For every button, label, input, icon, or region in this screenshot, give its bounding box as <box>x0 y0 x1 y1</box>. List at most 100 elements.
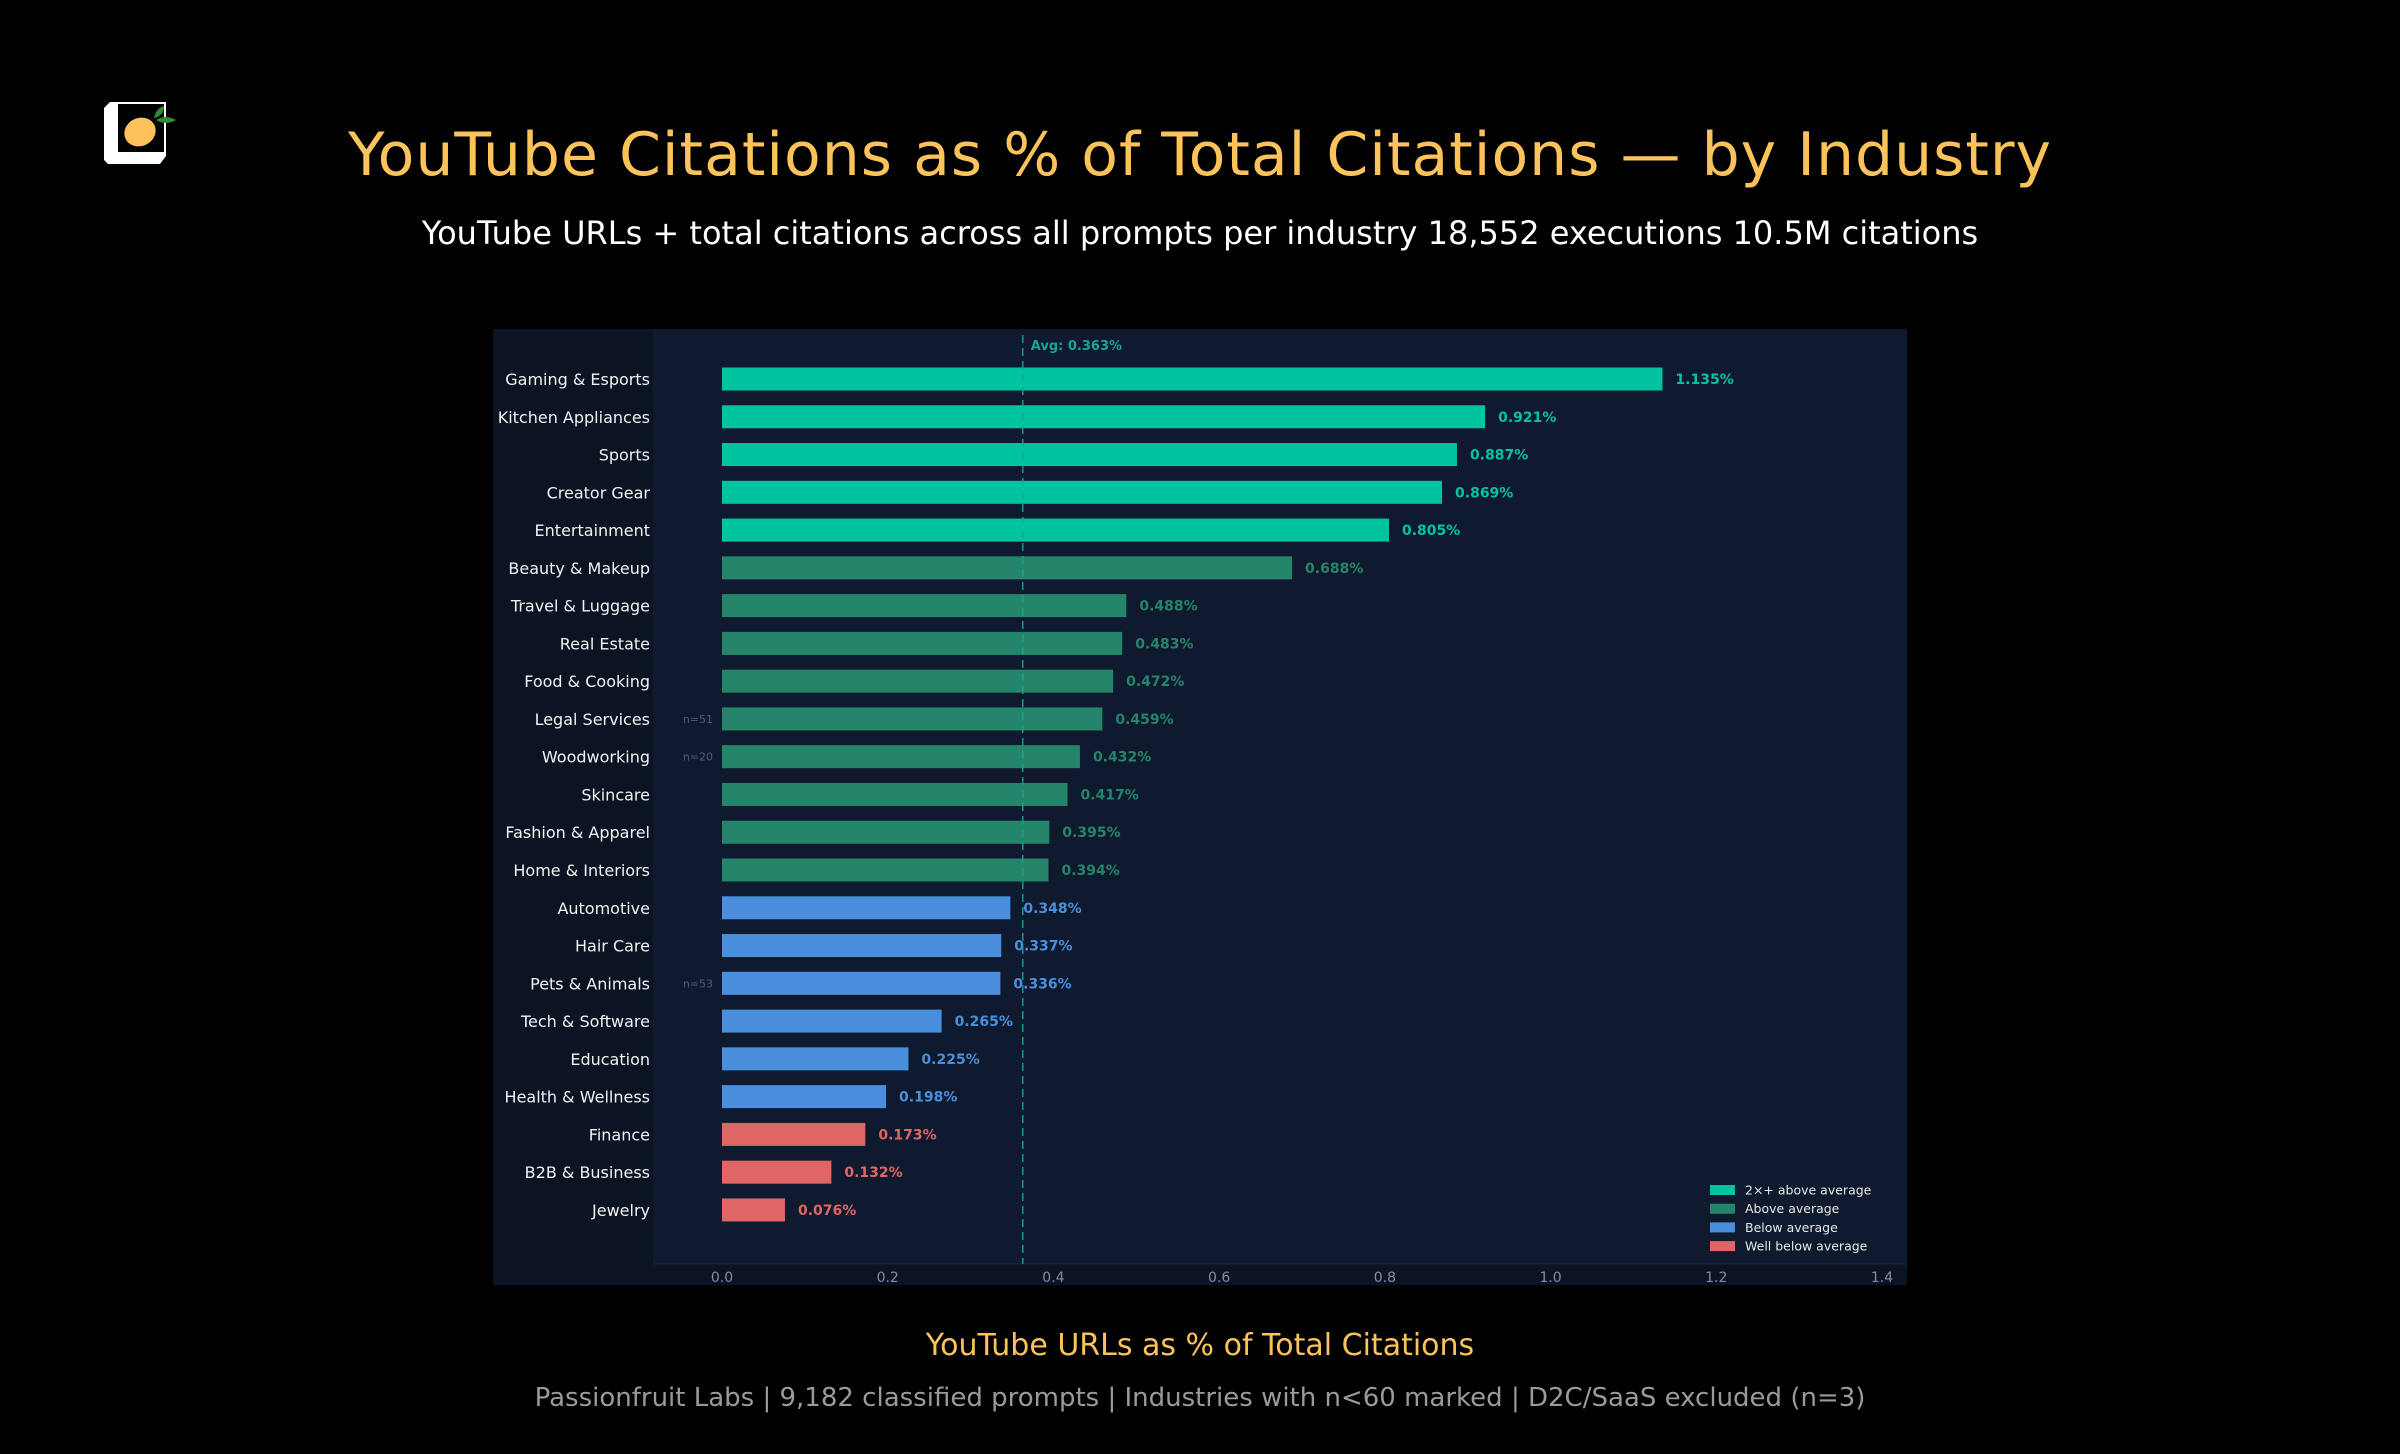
category-label: Travel & Luggage <box>510 597 650 616</box>
x-axis-title: YouTube URLs as % of Total Citations <box>925 1328 1475 1363</box>
bar <box>722 367 1663 391</box>
value-label: 0.688% <box>1305 561 1363 577</box>
bar <box>722 971 1001 995</box>
bar <box>722 556 1293 580</box>
category-label: Kitchen Appliances <box>498 408 650 427</box>
x-tick-label: 0.0 <box>711 1270 733 1285</box>
category-label: Woodworking <box>542 748 650 767</box>
x-tick-labels: 0.0 0.2 0.4 0.6 0.8 1.0 1.2 1.4 <box>711 1270 1893 1285</box>
value-label: 0.921% <box>1498 410 1556 426</box>
value-label: 1.135% <box>1675 372 1733 388</box>
value-label: 0.417% <box>1081 787 1139 803</box>
category-label: Sports <box>599 446 650 465</box>
chart-panel: Gaming & Esports Kitchen Appliances Sports… <box>493 329 1907 1285</box>
category-label: Pets & Animals <box>530 974 650 993</box>
bar <box>722 669 1114 693</box>
legend-label: 2×+ above average <box>1745 1183 1872 1198</box>
value-label: 0.336% <box>1013 976 1071 992</box>
category-label: Legal Services <box>535 710 650 729</box>
bar <box>722 934 1002 958</box>
value-label: 0.394% <box>1061 863 1119 879</box>
bar <box>722 405 1486 429</box>
average-label: Avg: 0.363% <box>1031 339 1122 354</box>
category-labels: Gaming & Esports Kitchen Appliances Sports… <box>498 370 651 1220</box>
bar <box>722 443 1457 467</box>
value-label: 0.076% <box>798 1203 856 1219</box>
value-label: 0.225% <box>921 1052 979 1068</box>
category-label: Food & Cooking <box>524 672 650 691</box>
value-labels: 1.135% 0.921% 0.887% 0.869% 0.805% 0.688% 0.48… <box>798 372 1734 1219</box>
bar <box>722 1122 866 1146</box>
category-label: Health & Wellness <box>505 1088 650 1107</box>
value-label: 0.459% <box>1115 712 1173 728</box>
category-label: Jewelry <box>591 1201 650 1220</box>
x-tick-label: 1.2 <box>1705 1270 1727 1285</box>
legend-swatch <box>1710 1241 1735 1252</box>
sample-size-label: n=51 <box>683 713 713 726</box>
value-label: 0.887% <box>1470 448 1528 464</box>
category-label: Gaming & Esports <box>505 370 650 389</box>
legend-label: Above average <box>1745 1201 1840 1216</box>
bar <box>722 858 1049 882</box>
category-label: Real Estate <box>560 634 650 653</box>
value-label: 0.483% <box>1135 636 1193 652</box>
value-label: 0.173% <box>878 1127 936 1143</box>
x-tick-label: 0.2 <box>877 1270 899 1285</box>
category-label: Entertainment <box>535 521 650 540</box>
bar <box>722 1160 832 1184</box>
legend: 2×+ above average Above average Below aver… <box>1710 1183 1872 1254</box>
bar <box>722 820 1050 844</box>
bar <box>722 594 1127 618</box>
bar <box>722 1009 942 1033</box>
value-label: 0.337% <box>1014 939 1072 955</box>
page-title: YouTube Citations as % of Total Citation… <box>347 120 2053 190</box>
category-label: Beauty & Makeup <box>508 559 650 578</box>
sample-size-label: n=20 <box>683 751 713 764</box>
value-label: 0.869% <box>1455 485 1513 501</box>
bar <box>722 1085 887 1109</box>
value-label: 0.472% <box>1126 674 1184 690</box>
value-label: 0.198% <box>899 1090 957 1106</box>
bar <box>722 707 1103 731</box>
page-subtitle: YouTube URLs + total citations across al… <box>421 214 1979 252</box>
category-label: Creator Gear <box>547 483 651 502</box>
category-label: Finance <box>589 1125 650 1144</box>
passionfruit-logo <box>104 98 180 168</box>
value-label: 0.395% <box>1062 825 1120 841</box>
bar <box>722 480 1443 504</box>
bar <box>722 631 1123 655</box>
value-label: 0.132% <box>844 1165 902 1181</box>
legend-label: Below average <box>1745 1220 1838 1235</box>
legend-swatch <box>1710 1222 1735 1233</box>
bar <box>722 896 1011 920</box>
x-tick-label: 1.0 <box>1539 1270 1561 1285</box>
sample-size-label: n=53 <box>683 977 713 990</box>
bar <box>722 1198 785 1222</box>
bars-group <box>722 367 1663 1222</box>
legend-swatch <box>1710 1203 1735 1214</box>
bar-chart: Gaming & Esports Kitchen Appliances Sports… <box>498 329 1907 1285</box>
legend-label: Well below average <box>1745 1239 1868 1254</box>
category-label: B2B & Business <box>525 1163 650 1182</box>
value-label: 0.348% <box>1023 901 1081 917</box>
x-tick-label: 0.4 <box>1042 1270 1064 1285</box>
bar <box>722 745 1080 769</box>
bar <box>722 782 1068 806</box>
bar <box>722 1047 909 1071</box>
legend-swatch <box>1710 1185 1735 1195</box>
value-label: 0.265% <box>955 1014 1013 1030</box>
bar <box>722 518 1389 542</box>
x-tick-label: 0.8 <box>1374 1270 1396 1285</box>
category-label: Home & Interiors <box>513 861 650 880</box>
sample-size-labels: n=51 n=20 n=53 <box>683 713 713 990</box>
value-label: 0.432% <box>1093 750 1151 766</box>
category-label: Hair Care <box>575 937 650 956</box>
x-tick-label: 1.4 <box>1871 1270 1893 1285</box>
category-label: Skincare <box>581 785 650 804</box>
category-label: Tech & Software <box>520 1012 650 1031</box>
category-label: Education <box>570 1050 650 1069</box>
category-label: Fashion & Apparel <box>505 823 650 842</box>
x-tick-label: 0.6 <box>1208 1270 1230 1285</box>
category-label: Automotive <box>557 899 650 918</box>
value-label: 0.805% <box>1402 523 1460 539</box>
